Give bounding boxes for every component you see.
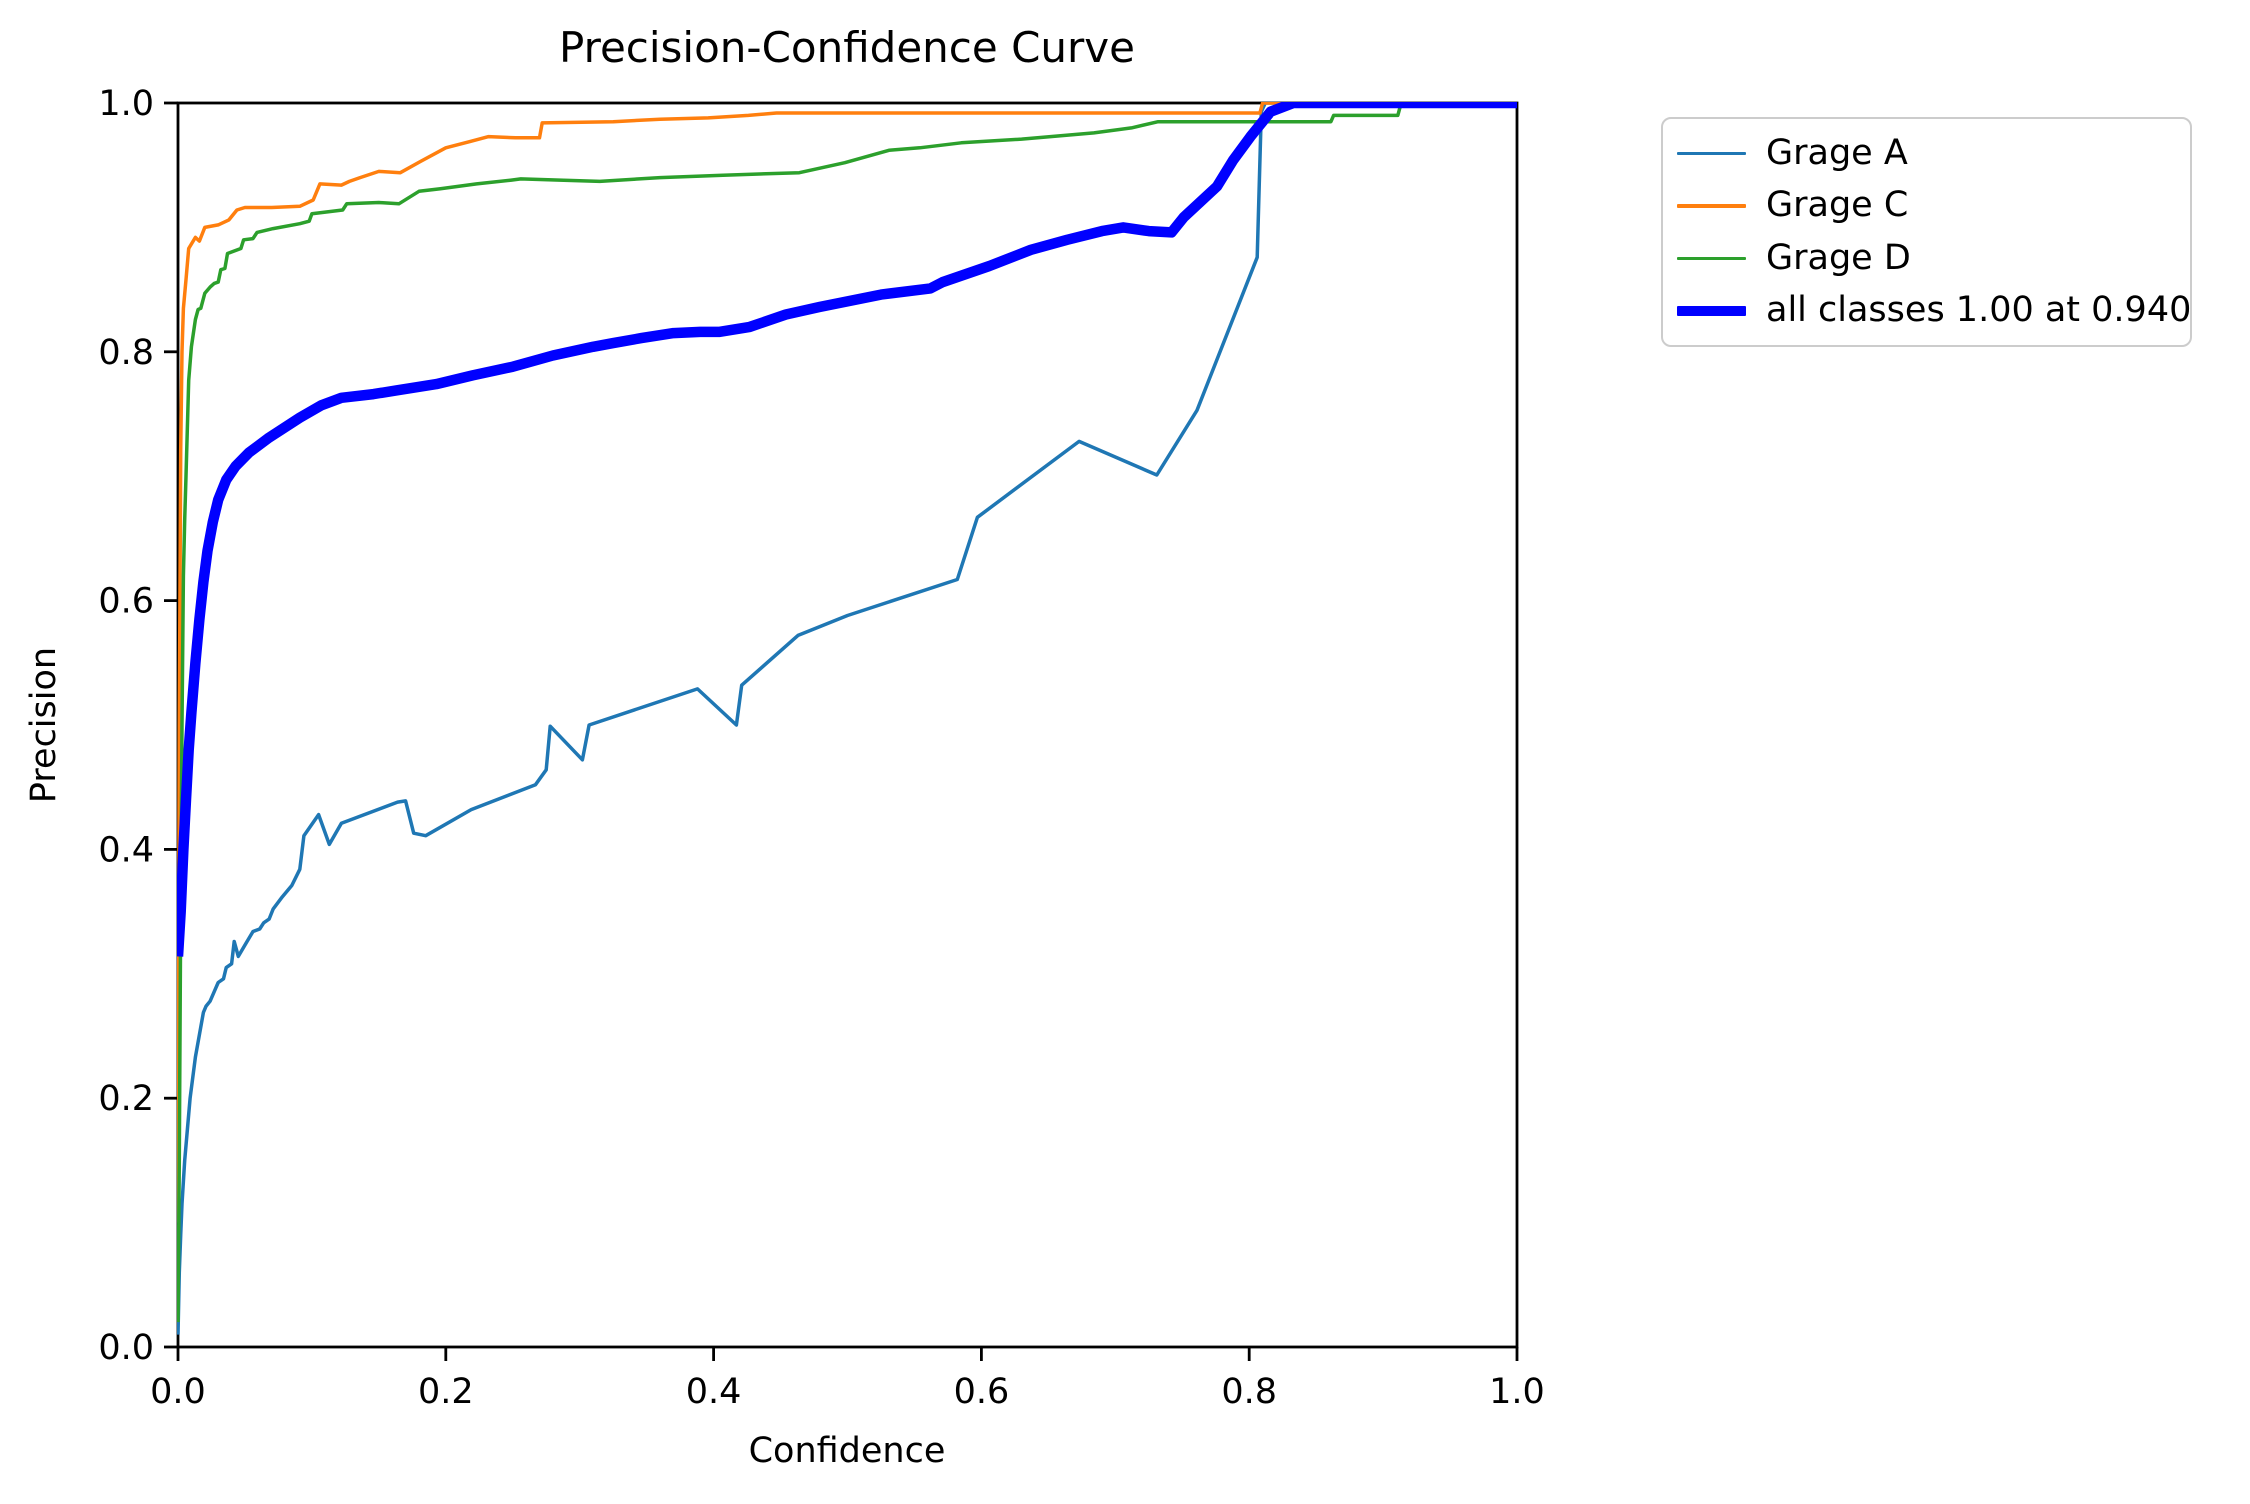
x-tick-label: 0.4 bbox=[686, 1372, 742, 1412]
x-tick-label: 0.0 bbox=[150, 1372, 206, 1412]
legend-label: Grage C bbox=[1766, 185, 1909, 226]
curve-grage-c bbox=[177, 102, 1517, 1223]
y-tick-label: 0.8 bbox=[98, 333, 154, 373]
y-tick-label: 1.0 bbox=[98, 84, 154, 124]
legend-line-sample bbox=[1677, 151, 1746, 155]
legend-label: all classes 1.00 at 0.940 bbox=[1766, 290, 2192, 331]
y-tick-label: 0.0 bbox=[98, 1328, 154, 1368]
legend-line-sample bbox=[1677, 256, 1746, 260]
axes: 0.0 0.2 0.4 0.6 0.8 1.0 0.0 0.2 0.4 0.6 0.8 1.0 bbox=[98, 84, 1545, 1412]
legend-item: Grage D bbox=[1663, 232, 2190, 284]
legend-item: Grage C bbox=[1663, 180, 2190, 232]
y-axis-label: Precision bbox=[24, 647, 64, 803]
curve-grage-a bbox=[177, 102, 1517, 1335]
x-tick-label: 0.8 bbox=[1221, 1372, 1277, 1412]
y-tick-label: 0.4 bbox=[98, 830, 154, 870]
curve-grage-d bbox=[177, 102, 1517, 1323]
legend-item: all classes 1.00 at 0.940 bbox=[1663, 285, 2192, 337]
curve-all-classes-1-00-at-0-940 bbox=[177, 102, 1517, 957]
plot-spines bbox=[176, 101, 1519, 1349]
legend-label: Grage A bbox=[1766, 132, 1908, 173]
legend-line-sample bbox=[1677, 204, 1746, 208]
legend-label: Grage D bbox=[1766, 237, 1911, 278]
chart-title: Precision-Confidence Curve bbox=[559, 23, 1135, 72]
curves bbox=[177, 102, 1517, 1335]
x-tick-label: 1.0 bbox=[1489, 1372, 1545, 1412]
legend-line-sample bbox=[1677, 305, 1746, 316]
y-tick-label: 0.2 bbox=[98, 1079, 154, 1119]
legend-item: Grage A bbox=[1663, 127, 2190, 179]
legend: Grage A Grage C Grage D all classes 1.00 at… bbox=[1661, 117, 2192, 347]
x-tick-label: 0.6 bbox=[954, 1372, 1010, 1412]
y-tick-label: 0.6 bbox=[98, 582, 154, 622]
x-tick-label: 0.2 bbox=[418, 1372, 474, 1412]
x-axis-label: Confidence bbox=[749, 1431, 946, 1471]
